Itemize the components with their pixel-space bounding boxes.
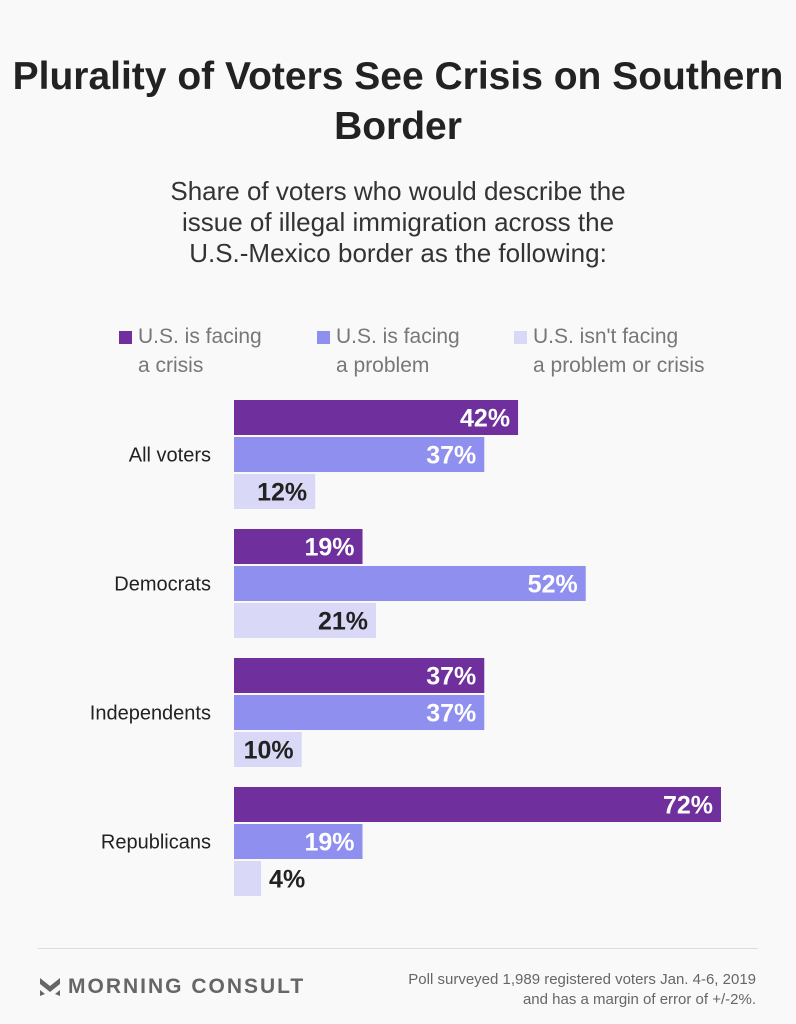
data-label: 4% <box>269 866 305 894</box>
subtitle-line: Share of voters who would describe the <box>170 176 626 206</box>
subtitle-line: issue of illegal immigration across the <box>181 207 615 237</box>
legend-label: a problem or crisis <box>533 354 705 377</box>
legend-label: U.S. is facing <box>138 325 262 348</box>
note-line: Poll surveyed 1,989 registered voters Ja… <box>408 971 756 988</box>
data-label: 19% <box>304 829 354 857</box>
category-label: Democrats <box>114 574 211 596</box>
methodology-note: Poll surveyed 1,989 registered voters Ja… <box>408 970 756 1010</box>
legend-label: U.S. isn't facing <box>533 325 679 348</box>
data-label: 19% <box>304 534 354 562</box>
data-label: 10% <box>244 737 294 765</box>
footer-divider <box>38 948 758 949</box>
legend-swatch <box>119 331 132 344</box>
bar <box>234 603 377 638</box>
data-label: 72% <box>663 792 713 820</box>
chevron-logo-icon <box>40 978 60 996</box>
bar <box>234 861 262 896</box>
bar <box>234 474 316 509</box>
bar <box>234 658 485 693</box>
brand-name: MORNING CONSULT <box>68 975 306 998</box>
legend-swatch <box>514 331 527 344</box>
chart-title: Plurality of Voters See Crisis on Southe… <box>12 55 784 148</box>
bar <box>234 695 485 730</box>
bar <box>234 529 363 564</box>
bar <box>234 732 302 767</box>
data-label: 37% <box>426 663 476 691</box>
category-label: Republicans <box>101 832 211 854</box>
data-label: 21% <box>318 608 368 636</box>
bar <box>234 566 586 601</box>
note-line: and has a margin of error of +/-2%. <box>522 991 756 1008</box>
legend-swatch <box>317 331 330 344</box>
legend-item-crisis: U.S. is facing a crisis <box>119 322 262 380</box>
legend-label: U.S. is facing <box>336 325 460 348</box>
bar <box>234 437 485 472</box>
bar <box>234 400 519 435</box>
data-label: 12% <box>257 479 307 507</box>
category-label: All voters <box>129 445 211 467</box>
data-label: 42% <box>460 405 510 433</box>
morning-consult-logo: MORNING CONSULT <box>40 975 305 999</box>
bar <box>234 824 363 859</box>
subtitle-line: U.S.-Mexico border as the following: <box>189 238 607 268</box>
legend-label: a problem <box>336 354 430 377</box>
data-label: 37% <box>426 442 476 470</box>
category-label: Independents <box>90 703 211 725</box>
bar-chart: All voters 42% 37% 12% Democrats 19% 52% 21% Ind… <box>90 400 721 896</box>
bar <box>234 787 721 822</box>
legend-item-problem: U.S. is facing a problem <box>317 322 460 380</box>
data-label: 37% <box>426 700 476 728</box>
legend-label: a crisis <box>138 354 204 377</box>
legend-item-neither: U.S. isn't facing a problem or crisis <box>514 322 705 380</box>
chart-subtitle: Share of voters who would describe the i… <box>0 176 796 269</box>
data-label: 52% <box>528 571 578 599</box>
